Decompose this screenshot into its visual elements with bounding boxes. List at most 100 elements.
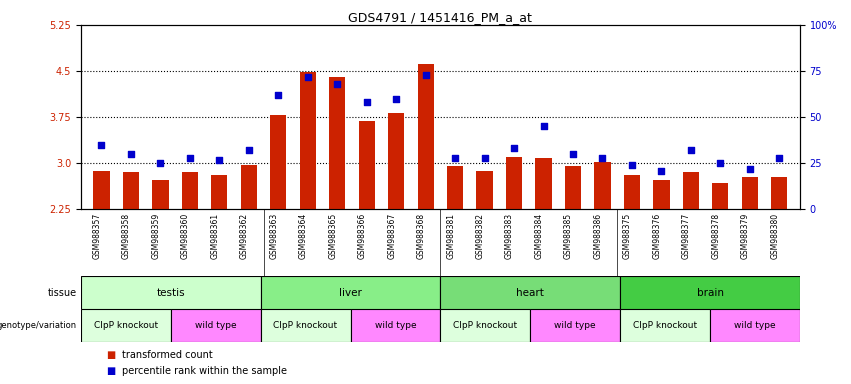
Text: GSM988359: GSM988359 [151,213,161,259]
Point [743,166,757,172]
Bar [565,166,581,209]
Bar [182,172,198,209]
Text: GSM988380: GSM988380 [770,213,780,259]
Point [773,155,786,161]
Bar [440,276,620,309]
Point [566,151,580,157]
Point [713,160,727,166]
Point [477,155,491,161]
Text: wild type: wild type [734,321,776,330]
Text: ClpP knockout: ClpP knockout [273,321,338,330]
Point [213,156,226,162]
Text: transformed count: transformed count [122,350,213,360]
Bar [81,309,171,342]
Bar [620,276,800,309]
Bar [654,180,670,209]
Text: wild type: wild type [195,321,237,330]
Text: GSM988375: GSM988375 [623,213,632,259]
Bar [271,115,287,209]
Text: GSM988376: GSM988376 [653,213,661,259]
Bar [712,183,728,209]
Text: GSM988381: GSM988381 [446,213,455,259]
Text: GSM988361: GSM988361 [210,213,220,259]
Text: tissue: tissue [48,288,77,298]
Point [154,160,168,166]
Text: GSM988368: GSM988368 [417,213,426,259]
Text: ■: ■ [106,366,116,376]
Point [419,72,432,78]
Text: GSM988365: GSM988365 [328,213,337,259]
Bar [123,172,139,209]
Bar [211,175,227,209]
Point [94,142,108,148]
Bar [447,166,463,209]
Bar [329,77,346,209]
Text: GSM988382: GSM988382 [476,213,484,259]
Bar [241,165,257,209]
Bar [418,64,434,209]
Text: GSM988378: GSM988378 [711,213,720,259]
Point [271,92,285,98]
Text: brain: brain [697,288,723,298]
Point [654,167,668,174]
Point [242,147,255,153]
Bar [683,172,699,209]
Text: liver: liver [339,288,362,298]
Point [684,147,698,153]
Bar [94,170,110,209]
Text: GSM988379: GSM988379 [741,213,750,259]
Text: wild type: wild type [554,321,596,330]
Text: heart: heart [517,288,545,298]
Point [507,146,521,152]
Bar [171,309,260,342]
Text: GSM988358: GSM988358 [122,213,131,259]
Bar [260,309,351,342]
Text: ClpP knockout: ClpP knockout [454,321,517,330]
Point [596,155,609,161]
Text: ClpP knockout: ClpP knockout [633,321,697,330]
Bar [535,158,551,209]
Bar [477,170,493,209]
Text: ClpP knockout: ClpP knockout [94,321,157,330]
Point [124,151,138,157]
Bar [710,309,800,342]
Point [537,123,551,129]
Text: ■: ■ [106,350,116,360]
Bar [440,309,530,342]
Bar [530,309,620,342]
Text: GSM988385: GSM988385 [564,213,573,259]
Bar [300,72,316,209]
Point [360,99,374,106]
Text: GSM988377: GSM988377 [682,213,691,259]
Bar [358,121,374,209]
Text: GSM988366: GSM988366 [357,213,367,259]
Point [301,73,315,79]
Bar [624,175,640,209]
Text: GSM988364: GSM988364 [299,213,308,259]
Bar [81,276,260,309]
Text: GSM988363: GSM988363 [269,213,278,259]
Bar [260,276,440,309]
Text: genotype/variation: genotype/variation [0,321,77,330]
Text: GSM988386: GSM988386 [593,213,603,259]
Text: GSM988360: GSM988360 [181,213,190,259]
Text: GSM988384: GSM988384 [534,213,544,259]
Text: percentile rank within the sample: percentile rank within the sample [122,366,287,376]
Point [183,155,197,161]
Text: GSM988357: GSM988357 [93,213,101,259]
Text: GSM988367: GSM988367 [387,213,397,259]
Point [625,162,639,168]
Bar [351,309,441,342]
Text: GSM988383: GSM988383 [505,213,514,259]
Title: GDS4791 / 1451416_PM_a_at: GDS4791 / 1451416_PM_a_at [348,11,533,24]
Bar [742,177,758,209]
Bar [152,180,168,209]
Bar [594,162,610,209]
Text: testis: testis [157,288,185,298]
Point [448,155,462,161]
Bar [506,157,523,209]
Text: wild type: wild type [374,321,416,330]
Point [390,96,403,102]
Point [330,81,344,87]
Bar [620,309,710,342]
